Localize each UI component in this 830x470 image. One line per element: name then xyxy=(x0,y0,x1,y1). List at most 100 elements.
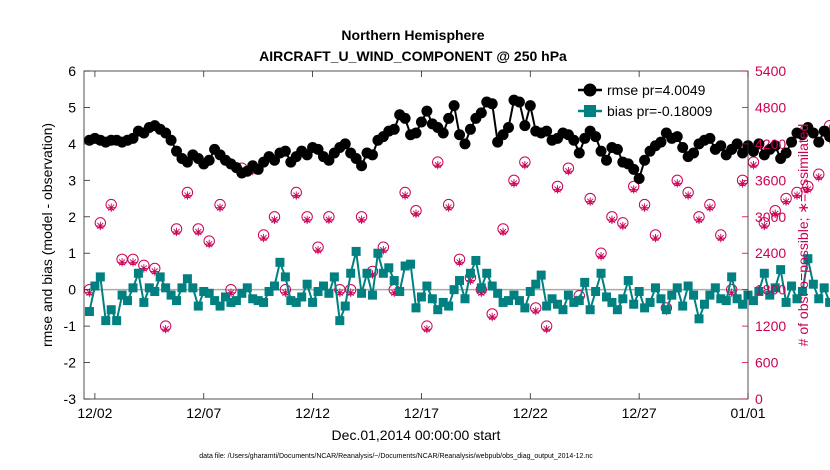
rmse-point xyxy=(486,98,498,110)
plot-area: 12/02 12/07 12/12 12/17 12/22 12/27 01/01 -3 -2… xyxy=(64,63,830,421)
bias-point xyxy=(259,297,269,307)
rmse-point xyxy=(704,132,716,144)
bias-point xyxy=(357,288,367,298)
bias-point xyxy=(400,261,410,271)
x-axis-label: Dec.01,2014 00:00:00 start xyxy=(332,427,501,443)
bias-point xyxy=(427,294,437,304)
obs-assimilated-point xyxy=(771,209,780,218)
obs-assimilated-point xyxy=(455,258,464,267)
obs-assimilated-point xyxy=(302,215,312,225)
obs-assimilated-point xyxy=(498,227,508,237)
bias-point xyxy=(384,263,394,273)
bias-point xyxy=(498,297,508,307)
obs-assimilated-point xyxy=(150,267,159,276)
bias-point xyxy=(444,301,454,311)
footnote: data file: /Users/gharamti/Documents/NCA… xyxy=(199,453,593,460)
obs-assimilated-point xyxy=(531,306,540,316)
bias-point xyxy=(139,297,149,307)
obs-assimilated-point xyxy=(629,185,638,194)
bias-point xyxy=(776,265,786,275)
x-tick-label: 12/02 xyxy=(77,405,112,421)
bias-point xyxy=(150,286,160,296)
bias-point xyxy=(248,294,258,304)
obs-assimilated-point xyxy=(781,197,791,206)
bias-point xyxy=(553,299,563,309)
bias-point xyxy=(580,277,590,287)
obs-assimilated-point xyxy=(422,324,432,334)
legend-rmse-marker xyxy=(583,83,597,97)
bias-point xyxy=(101,316,111,326)
right-y-axis-ticks: 0 600 1200 1800 2400 3000 3600 4200 4800 5400 xyxy=(742,63,786,407)
obs-assimilated-point xyxy=(705,203,715,212)
bias-point xyxy=(781,297,791,307)
bias-point xyxy=(182,274,192,284)
obs-assimilated-point xyxy=(259,233,268,243)
bias-point xyxy=(465,268,475,278)
bias-point xyxy=(210,296,220,306)
obs-assimilated-point xyxy=(194,227,203,237)
y-tick-label: -1 xyxy=(64,318,77,334)
bias-point xyxy=(329,272,339,282)
bias-point xyxy=(221,292,231,302)
obs-assimilated-point xyxy=(281,288,290,297)
obs-assimilated-point xyxy=(618,221,628,231)
rmse-point xyxy=(410,127,422,139)
bias-point xyxy=(645,297,655,307)
chart-title: Northern Hemisphere xyxy=(341,27,484,43)
bias-point xyxy=(351,246,361,256)
bias-point xyxy=(193,301,203,311)
bias-point xyxy=(727,272,737,282)
bias-point xyxy=(280,272,290,282)
bias-point xyxy=(482,268,492,278)
legend-bias-label: bias pr=-0.18009 xyxy=(607,103,713,119)
obs-assimilated-point xyxy=(444,203,453,212)
bias-point xyxy=(721,296,731,306)
rmse-point xyxy=(671,131,683,143)
rmse-point xyxy=(524,100,536,112)
rmse-point xyxy=(655,136,667,148)
rmse-point xyxy=(503,121,515,133)
bias-point xyxy=(389,276,399,286)
bias-point xyxy=(787,281,797,291)
bias-point xyxy=(406,259,416,269)
rmse-point xyxy=(165,134,177,146)
bias-point xyxy=(199,286,209,296)
bias-point xyxy=(476,283,486,293)
rmse-point xyxy=(786,136,798,148)
right-y-tick-label: 1800 xyxy=(755,282,786,298)
bias-point xyxy=(525,286,535,296)
right-y-tick-label: 4200 xyxy=(755,136,786,152)
rmse-point xyxy=(715,140,727,152)
bias-point xyxy=(629,299,639,309)
rmse-point xyxy=(688,147,700,159)
bias-point xyxy=(601,292,611,302)
bias-point xyxy=(650,283,660,293)
obs-assimilated-point xyxy=(270,215,279,225)
rmse-point xyxy=(454,129,466,141)
obs-assimilated-point xyxy=(596,252,606,261)
obs-assimilated-point xyxy=(651,233,660,243)
bias-point xyxy=(493,288,503,298)
bias-point xyxy=(346,268,356,278)
bias-point xyxy=(520,303,530,313)
bias-point xyxy=(667,290,677,300)
bias-point xyxy=(416,292,426,302)
obs-assimilated-point xyxy=(335,288,345,297)
bias-point xyxy=(585,305,595,315)
y-axis-ticks: -3 -2 -1 0 1 2 3 4 5 6 xyxy=(64,63,90,407)
bias-point xyxy=(128,283,138,293)
bias-point xyxy=(487,281,497,291)
bias-point xyxy=(678,301,688,311)
bias-point xyxy=(324,288,334,298)
legend-bias-marker xyxy=(584,105,596,117)
bias-point xyxy=(514,296,524,306)
obs-assimilated-point xyxy=(803,185,813,194)
bias-point xyxy=(471,256,481,266)
bias-point xyxy=(286,296,296,306)
rmse-point xyxy=(628,163,640,175)
bias-point xyxy=(558,305,568,315)
bias-point xyxy=(504,296,514,306)
bias-point xyxy=(591,286,601,296)
obs-assimilated-point xyxy=(433,160,442,170)
rmse-point xyxy=(541,125,553,137)
